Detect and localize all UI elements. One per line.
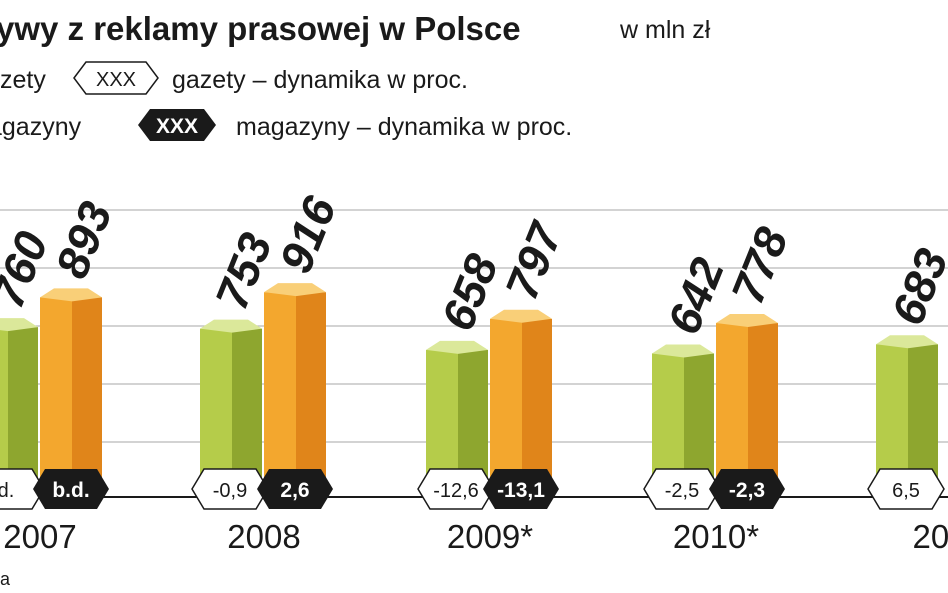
source-note: a	[0, 569, 11, 589]
legend-gazety-dynamics-label: gazety – dynamika w proc.	[172, 66, 468, 94]
legend-magazyny-label: agazyny	[0, 113, 82, 141]
dynamics-badges: d. b.d. -0,9 2,6 -12,6 -13,1 -2,5 -2,3 6,5	[0, 468, 945, 510]
dynamics-badge-magazyny: -2,3	[709, 469, 785, 509]
badge-shape	[33, 469, 109, 509]
dynamics-badge-text: 2,6	[280, 479, 309, 502]
dynamics-badge-text: -0,9	[213, 480, 247, 502]
dynamics-badge-text: -2,5	[665, 480, 699, 502]
bar-front	[264, 292, 296, 497]
bar-magazyny	[716, 314, 778, 497]
bar-magazyny	[40, 288, 102, 497]
bar-top	[40, 288, 102, 302]
bar-magazyny	[490, 309, 552, 497]
bar-top	[652, 344, 714, 358]
bar-top	[876, 335, 938, 349]
legend-gazety-label: zety	[0, 66, 46, 94]
year-label: 201	[912, 518, 948, 555]
year-label: 2008	[227, 518, 300, 555]
legend-gazety-badge: XXX	[73, 61, 159, 95]
dynamics-badge-text: -2,3	[729, 479, 765, 502]
bar-front	[0, 327, 8, 497]
bar-top	[716, 314, 778, 328]
dynamics-badge-gazety: 6,5	[867, 468, 945, 510]
bar-side	[296, 292, 326, 497]
legend-magazyny-dynamics-label: magazyny – dynamika w proc.	[236, 113, 572, 141]
dynamics-badge-magazyny: 2,6	[257, 469, 333, 509]
legend-magazyny-badge: XXX	[138, 109, 216, 141]
year-label: 2007	[3, 518, 76, 555]
dynamics-badge-magazyny: b.d.	[33, 469, 109, 509]
chart-unit: w mln zł	[619, 16, 711, 44]
legend-gazety-badge-text: XXX	[96, 69, 136, 91]
bar-side	[748, 323, 778, 497]
badge-shape	[257, 469, 333, 509]
bar-side	[72, 297, 102, 497]
dynamics-badge-text: 6,5	[892, 480, 920, 502]
value-label-magazyny: 893	[45, 194, 122, 285]
dynamics-badge-gazety: -0,9	[191, 468, 269, 510]
dynamics-badge-text: -13,1	[497, 479, 545, 502]
chart-title: ywy z reklamy prasowej w Polsce	[0, 10, 521, 47]
dynamics-badge-text: -12,6	[433, 480, 479, 502]
value-label-gazety: 683	[881, 241, 948, 332]
year-label: 2009*	[447, 518, 533, 555]
bar-top	[264, 283, 326, 297]
year-labels: 2007 2008 2009* 2010* 201	[3, 518, 948, 555]
bar-magazyny	[264, 283, 326, 497]
dynamics-badge-magazyny: -13,1	[483, 469, 559, 509]
bar-top	[0, 318, 38, 332]
value-label-magazyny: 778	[721, 220, 798, 311]
dynamics-badge-gazety: -12,6	[417, 468, 495, 510]
bar-front	[716, 323, 748, 497]
bar-front	[40, 297, 72, 497]
badge-shape	[709, 469, 785, 509]
value-label-magazyny: 916	[269, 189, 346, 280]
badge-shape	[483, 469, 559, 509]
bar-gazety	[0, 318, 38, 497]
bar-top	[426, 340, 488, 354]
bar-top	[200, 319, 262, 333]
dynamics-badge-gazety: -2,5	[643, 468, 721, 510]
year-label: 2010*	[673, 518, 759, 555]
legend-magazyny-badge-text: XXX	[156, 115, 198, 138]
dynamics-badge-text: d.	[0, 480, 14, 502]
value-label-magazyny: 797	[495, 214, 573, 307]
bar-side	[522, 318, 552, 497]
dynamics-badge-text: b.d.	[52, 479, 89, 502]
bar-top	[490, 309, 552, 323]
bar-front	[490, 318, 522, 497]
badge-shape	[867, 468, 945, 510]
